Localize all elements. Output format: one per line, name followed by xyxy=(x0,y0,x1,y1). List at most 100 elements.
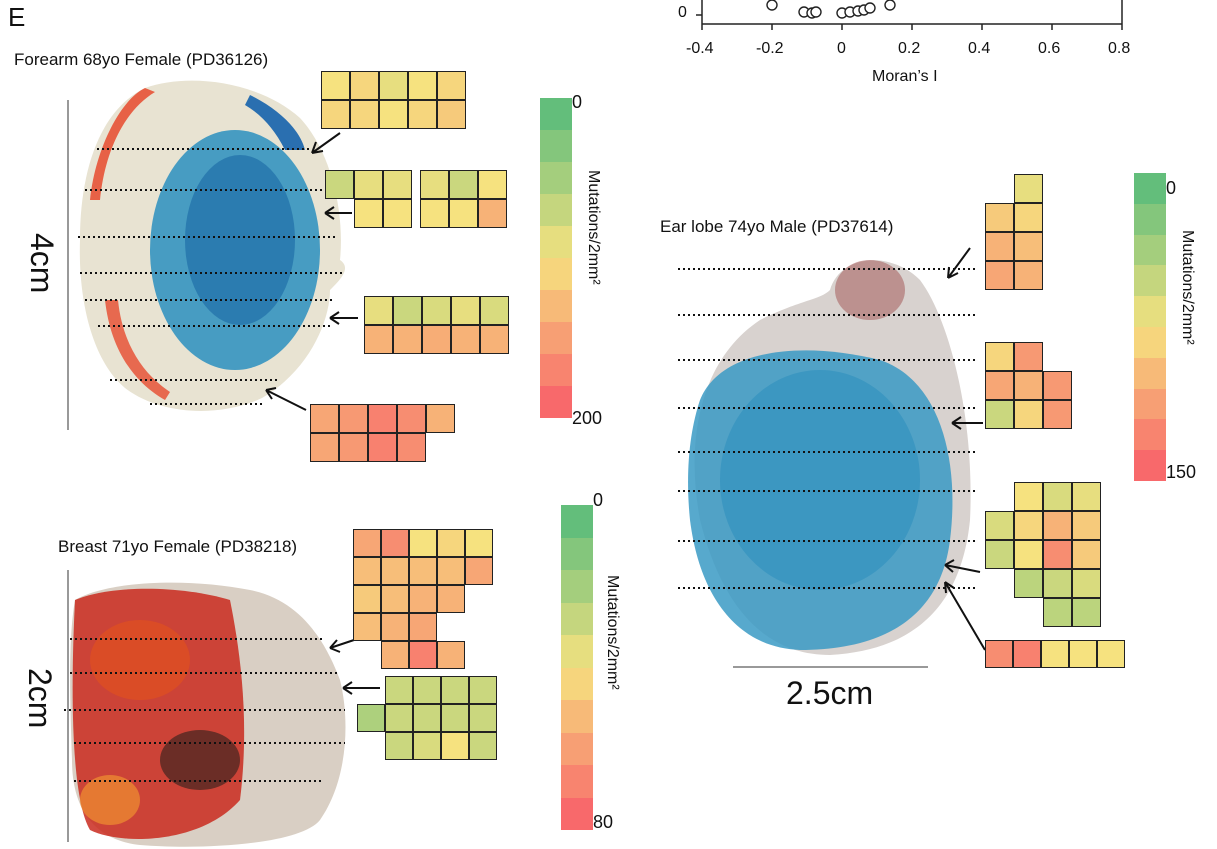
heatmap-cell xyxy=(1069,640,1097,668)
heatmap-cell xyxy=(364,325,393,354)
heatmap-cell xyxy=(985,371,1014,400)
heatmap-cell xyxy=(420,170,449,199)
heatmap-cell xyxy=(985,400,1014,429)
heatmap-cell xyxy=(1014,569,1043,598)
heatmap-cell xyxy=(1072,540,1101,569)
heatmap-cell xyxy=(1014,232,1043,261)
heatmap-cell xyxy=(393,296,422,325)
heatmap-cell xyxy=(353,585,381,613)
heatmap-cell xyxy=(409,557,437,585)
heatmap-cell xyxy=(1014,261,1043,290)
heatmap-cell xyxy=(393,325,422,354)
heatmap-cell xyxy=(420,199,449,228)
heatmap-cell xyxy=(408,71,437,100)
heatmap-cell xyxy=(1072,598,1101,627)
heatmap-cell xyxy=(383,170,412,199)
breast-colorbar-title: Mutations/2mm² xyxy=(604,575,621,690)
heatmap-cell xyxy=(1014,342,1043,371)
heatmap-cell xyxy=(350,71,379,100)
heatmap-cell xyxy=(480,325,509,354)
heatmap-cell xyxy=(409,613,437,641)
heatmap-cell xyxy=(422,296,451,325)
heatmap-cell xyxy=(449,199,478,228)
colorbar-step xyxy=(561,570,593,603)
colorbar-step xyxy=(540,258,572,290)
heatmap-cell xyxy=(1072,511,1101,540)
heatmap-cell xyxy=(1013,640,1041,668)
heatmap-cell xyxy=(397,433,426,462)
heatmap-cell xyxy=(385,676,413,704)
heatmap-cell xyxy=(1043,482,1072,511)
earlobe-tissue-photo xyxy=(678,260,975,655)
colorbar-step xyxy=(1134,450,1166,481)
colorbar-step xyxy=(1134,234,1166,266)
colorbar-step xyxy=(1134,173,1166,204)
heatmap-cell xyxy=(437,641,465,669)
heatmap-cell xyxy=(354,199,383,228)
heatmap-cell xyxy=(985,640,1013,668)
colorbar-step xyxy=(561,635,593,668)
heatmap-cell xyxy=(451,296,480,325)
heatmap-cell xyxy=(465,529,493,557)
colorbar-step xyxy=(561,700,593,733)
heatmap-cell xyxy=(451,325,480,354)
heatmap-cell xyxy=(985,232,1014,261)
heatmap-cell xyxy=(1014,203,1043,232)
heatmap-cell xyxy=(350,100,379,129)
earlobe-title: Ear lobe 74yo Male (PD37614) xyxy=(660,217,894,236)
heatmap-cell xyxy=(413,732,441,760)
colorbar-step xyxy=(561,537,593,570)
earlobe-scale-label: 2.5cm xyxy=(786,675,874,711)
breast-scale-label: 2cm xyxy=(22,668,58,729)
heatmap-cell xyxy=(368,404,397,433)
heatmap-cell xyxy=(1041,640,1069,668)
heatmap-cell xyxy=(1072,482,1101,511)
colorbar-step xyxy=(540,290,572,322)
heatmap-cell xyxy=(353,557,381,585)
heatmap-cell xyxy=(985,511,1014,540)
heatmap-cell xyxy=(437,71,466,100)
heatmap-cell xyxy=(1043,598,1072,627)
heatmap-cell xyxy=(413,704,441,732)
heatmap-cell xyxy=(381,585,409,613)
heatmap-cell xyxy=(478,170,507,199)
heatmap-cell xyxy=(985,203,1014,232)
forearm-arrows xyxy=(265,132,358,411)
x-tick-label: 0.4 xyxy=(968,40,991,57)
heatmap-cell xyxy=(310,404,339,433)
breast-title: Breast 71yo Female (PD38218) xyxy=(58,537,298,556)
heatmap-cell xyxy=(321,71,350,100)
breast-colorbar-max: 80 xyxy=(593,812,614,832)
heatmap-cell xyxy=(409,585,437,613)
heatmap-cell xyxy=(310,433,339,462)
x-axis-label: Moran’s I xyxy=(872,68,938,85)
heatmap-cell xyxy=(437,585,465,613)
heatmap-cell xyxy=(397,404,426,433)
heatmap-cell xyxy=(409,529,437,557)
heatmap-cell xyxy=(1014,400,1043,429)
x-tick-label: 0.6 xyxy=(1038,40,1061,57)
heatmap-cell xyxy=(985,261,1014,290)
heatmap-cell xyxy=(1043,511,1072,540)
heatmap-cell xyxy=(422,325,451,354)
heatmap-cell xyxy=(441,676,469,704)
colorbar-step xyxy=(1134,203,1166,235)
colorbar-step xyxy=(1134,296,1166,327)
breast-colorbar xyxy=(561,505,593,830)
breast-tissue-photo xyxy=(64,582,346,847)
heatmap-cell xyxy=(441,704,469,732)
forearm-colorbar-min: 0 xyxy=(572,92,583,112)
x-tick-label: 0.2 xyxy=(898,40,921,57)
heatmap-cell xyxy=(985,540,1014,569)
colorbar-step xyxy=(540,322,572,354)
heatmap-cell xyxy=(1014,540,1043,569)
y-tick-label: 0 xyxy=(678,4,687,21)
heatmap-cell xyxy=(1097,640,1125,668)
heatmap-cell xyxy=(449,170,478,199)
scatter-points xyxy=(766,0,896,19)
breast-arrows xyxy=(329,635,380,695)
heatmap-cell xyxy=(413,676,441,704)
panel-letter: E xyxy=(8,2,26,32)
heatmap-cell xyxy=(1014,482,1043,511)
earlobe-colorbar-title: Mutations/2mm² xyxy=(1179,230,1196,345)
